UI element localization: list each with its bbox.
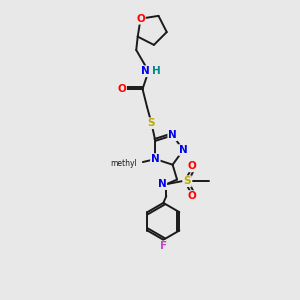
Text: O: O	[136, 14, 145, 24]
Text: S: S	[183, 176, 191, 186]
Text: N: N	[141, 66, 149, 76]
Text: O: O	[117, 84, 126, 94]
Text: O: O	[187, 191, 196, 201]
Text: S: S	[148, 118, 155, 128]
Text: N: N	[151, 154, 160, 164]
Text: methyl: methyl	[111, 159, 137, 168]
Text: F: F	[160, 241, 167, 251]
Text: H: H	[152, 66, 161, 76]
Text: N: N	[179, 145, 188, 155]
Text: N: N	[158, 179, 166, 189]
Text: O: O	[187, 161, 196, 171]
Text: N: N	[168, 130, 177, 140]
